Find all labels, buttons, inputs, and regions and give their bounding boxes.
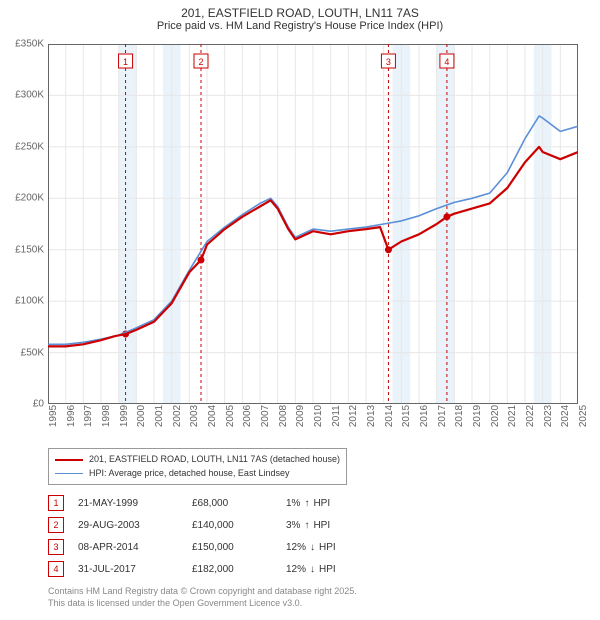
x-tick-label: 2001	[154, 405, 165, 427]
x-tick-label: 2017	[437, 405, 448, 427]
chart-svg: 1 2 3 4	[48, 44, 578, 404]
y-tick-label: £250K	[4, 141, 44, 152]
y-tick-label: £350K	[4, 39, 44, 50]
transaction-price-2: £150,000	[192, 542, 272, 553]
attribution-line2: This data is licensed under the Open Gov…	[48, 598, 357, 610]
legend-item-1: HPI: Average price, detached house, East…	[55, 467, 340, 481]
x-tick-label: 2023	[543, 405, 554, 427]
x-tick-label: 2011	[331, 405, 342, 427]
x-tick-label: 2024	[560, 405, 571, 427]
x-tick-label: 1995	[48, 405, 59, 427]
arrow-icon: ↓	[310, 542, 315, 553]
legend-label-1: HPI: Average price, detached house, East…	[89, 467, 289, 481]
y-tick-label: £150K	[4, 244, 44, 255]
transaction-delta-1: 3% ↑ HPI	[286, 520, 366, 531]
transaction-price-0: £68,000	[192, 498, 272, 509]
x-tick-label: 2013	[366, 405, 377, 427]
svg-text:1: 1	[123, 57, 128, 67]
transaction-row-0: 1 21-MAY-1999 £68,000 1% ↑ HPI	[48, 492, 366, 514]
transaction-marker-1: 2	[48, 517, 64, 533]
attribution-line1: Contains HM Land Registry data © Crown c…	[48, 586, 357, 598]
title-line2: Price paid vs. HM Land Registry's House …	[0, 20, 600, 33]
x-tick-label: 2000	[136, 405, 147, 427]
transaction-delta-2: 12% ↓ HPI	[286, 542, 366, 553]
x-tick-label: 2003	[189, 405, 200, 427]
x-tick-label: 1996	[66, 405, 77, 427]
transaction-price-1: £140,000	[192, 520, 272, 531]
transaction-delta-0: 1% ↑ HPI	[286, 498, 366, 509]
chart-container: 201, EASTFIELD ROAD, LOUTH, LN11 7AS Pri…	[0, 0, 600, 620]
y-tick-label: £300K	[4, 90, 44, 101]
x-tick-label: 2004	[207, 405, 218, 427]
attribution: Contains HM Land Registry data © Crown c…	[48, 586, 357, 609]
x-tick-label: 2007	[260, 405, 271, 427]
legend-item-0: 201, EASTFIELD ROAD, LOUTH, LN11 7AS (de…	[55, 453, 340, 467]
transaction-date-2: 08-APR-2014	[78, 542, 178, 553]
x-tick-label: 2018	[454, 405, 465, 427]
transaction-delta-3: 12% ↓ HPI	[286, 564, 366, 575]
x-tick-label: 2010	[313, 405, 324, 427]
arrow-icon: ↓	[310, 564, 315, 575]
svg-text:2: 2	[198, 57, 203, 67]
legend-label-0: 201, EASTFIELD ROAD, LOUTH, LN11 7AS (de…	[89, 453, 340, 467]
x-tick-label: 2015	[401, 405, 412, 427]
y-tick-label: £0	[4, 399, 44, 410]
arrow-icon: ↑	[304, 498, 309, 509]
x-tick-label: 2022	[525, 405, 536, 427]
x-tick-label: 2020	[490, 405, 501, 427]
x-tick-label: 1997	[83, 405, 94, 427]
x-tick-label: 1999	[119, 405, 130, 427]
x-tick-label: 2025	[578, 405, 589, 427]
transaction-date-3: 31-JUL-2017	[78, 564, 178, 575]
chart-area: 1234 £0£50K£100K£150K£200K£250K£300K£350…	[48, 44, 578, 404]
title-line1: 201, EASTFIELD ROAD, LOUTH, LN11 7AS	[0, 6, 600, 20]
x-tick-label: 2012	[348, 405, 359, 427]
x-tick-label: 2002	[172, 405, 183, 427]
transaction-marker-3: 4	[48, 561, 64, 577]
legend-swatch-0	[55, 459, 83, 461]
transaction-row-3: 4 31-JUL-2017 £182,000 12% ↓ HPI	[48, 558, 366, 580]
x-tick-label: 2006	[242, 405, 253, 427]
transaction-marker-0: 1	[48, 495, 64, 511]
transaction-marker-2: 3	[48, 539, 64, 555]
x-tick-label: 2019	[472, 405, 483, 427]
svg-text:4: 4	[444, 57, 449, 67]
x-tick-label: 1998	[101, 405, 112, 427]
transaction-row-1: 2 29-AUG-2003 £140,000 3% ↑ HPI	[48, 514, 366, 536]
legend-swatch-1	[55, 473, 83, 474]
transaction-row-2: 3 08-APR-2014 £150,000 12% ↓ HPI	[48, 536, 366, 558]
svg-text:3: 3	[386, 57, 391, 67]
legend: 201, EASTFIELD ROAD, LOUTH, LN11 7AS (de…	[48, 448, 347, 485]
x-tick-label: 2005	[225, 405, 236, 427]
transaction-date-1: 29-AUG-2003	[78, 520, 178, 531]
transactions-table: 1 21-MAY-1999 £68,000 1% ↑ HPI 2 29-AUG-…	[48, 492, 366, 580]
x-tick-label: 2021	[507, 405, 518, 427]
x-tick-label: 2009	[295, 405, 306, 427]
y-tick-label: £50K	[4, 347, 44, 358]
x-tick-label: 2016	[419, 405, 430, 427]
title-block: 201, EASTFIELD ROAD, LOUTH, LN11 7AS Pri…	[0, 0, 600, 34]
x-tick-label: 2014	[384, 405, 395, 427]
y-tick-label: £200K	[4, 193, 44, 204]
x-tick-label: 2008	[278, 405, 289, 427]
transaction-date-0: 21-MAY-1999	[78, 498, 178, 509]
arrow-icon: ↑	[304, 520, 309, 531]
y-tick-label: £100K	[4, 296, 44, 307]
transaction-price-3: £182,000	[192, 564, 272, 575]
